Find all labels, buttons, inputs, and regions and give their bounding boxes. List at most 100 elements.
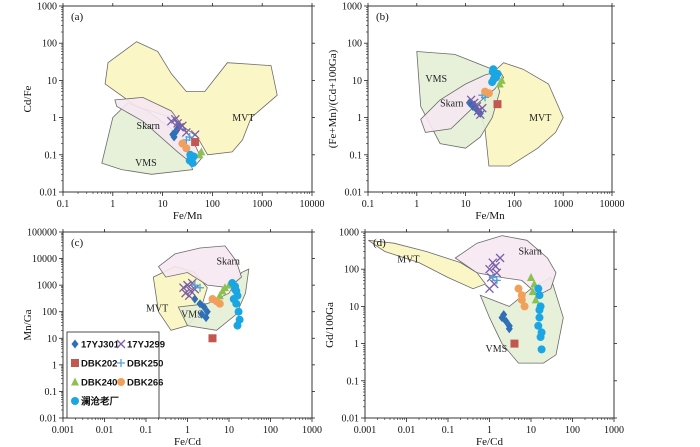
point-17YJ299 xyxy=(175,122,185,132)
point-DBK240 xyxy=(531,295,540,304)
point-17YJ301 xyxy=(170,132,178,142)
field-label-vms: VMS xyxy=(181,310,203,321)
point-DBK240 xyxy=(197,147,206,156)
y-tick-label: 1000 xyxy=(37,281,57,292)
point-DBK240 xyxy=(528,287,537,296)
field-skarn xyxy=(114,96,202,167)
legend-marker-DBK250 xyxy=(117,359,125,367)
point-DBK250 xyxy=(185,133,194,142)
point-澜沧老厂 xyxy=(536,333,545,342)
point-17YJ299 xyxy=(491,261,501,271)
points xyxy=(179,278,244,343)
panel-label: (b) xyxy=(376,11,389,23)
point-17YJ299 xyxy=(179,283,188,293)
point-DBK266 xyxy=(215,299,224,308)
panel-label: (c) xyxy=(71,237,84,249)
legend-label-DBK250: DBK250 xyxy=(127,359,163,370)
y-tick-label: 10 xyxy=(47,76,57,87)
field-label-mvt: MVT xyxy=(146,304,168,315)
legend-marker-17YJ301 xyxy=(71,339,79,349)
point-DBK240 xyxy=(527,272,535,281)
point-澜沧老厂 xyxy=(534,321,543,330)
y-axis-label: Mn/Ga xyxy=(22,309,34,340)
y-tick-label: 0.1 xyxy=(45,387,58,398)
point-DBK250 xyxy=(195,283,204,292)
field-label-mvt: MVT xyxy=(232,113,254,124)
y-tick-label: 1 xyxy=(354,339,359,350)
point-DBK250 xyxy=(190,281,199,290)
legend-box xyxy=(66,331,160,419)
point-17YJ299 xyxy=(485,284,494,294)
point-澜沧老厂 xyxy=(535,291,544,300)
y-tick-label: 100 xyxy=(344,265,359,276)
legend: 17YJ301 17YJ299 DBK202 DBK250 DBK240 DBK266 澜沧… xyxy=(66,331,165,419)
x-tick-label: 1000 xyxy=(553,199,573,210)
y-tick-label: 1000 xyxy=(339,228,359,239)
point-澜沧老厂 xyxy=(233,321,242,330)
x-tick-label: 100 xyxy=(205,199,220,210)
x-tick-label: 1 xyxy=(110,199,115,210)
x-tick-label: 1 xyxy=(487,425,492,436)
point-17YJ301 xyxy=(505,324,513,334)
plot-frame xyxy=(367,5,613,193)
point-17YJ301 xyxy=(202,313,210,323)
x-axis-label: Fe/Cd xyxy=(174,436,201,447)
point-澜沧老厂 xyxy=(534,284,543,293)
y-tick-label: 0.01 xyxy=(40,188,58,199)
legend-label-DBK240: DBK240 xyxy=(81,378,117,389)
x-tick-label: 0.001 xyxy=(354,425,377,436)
point-DBK266 xyxy=(182,144,191,153)
legend-label-17YJ301: 17YJ301 xyxy=(81,340,120,351)
x-tick-label: 1 xyxy=(185,425,190,436)
point-DBK240 xyxy=(215,291,224,300)
y-tick-label: 100 xyxy=(42,307,57,318)
point-17YJ299 xyxy=(475,110,485,120)
fields xyxy=(152,245,250,331)
field-label-vms: VMS xyxy=(425,74,447,85)
point-DBK250 xyxy=(492,276,501,285)
plot-frame xyxy=(62,5,313,193)
point-DBK240 xyxy=(220,283,229,292)
point-澜沧老厂 xyxy=(234,307,243,316)
point-17YJ299 xyxy=(181,127,191,137)
x-tick-label: 100 xyxy=(263,425,278,436)
point-DBK266 xyxy=(484,89,493,98)
x-tick-label: 10000 xyxy=(600,199,625,210)
y-tick-label: 1000 xyxy=(342,2,362,13)
legend-label-DBK266: DBK266 xyxy=(127,378,163,389)
point-DBK202 xyxy=(191,138,200,147)
point-17YJ299 xyxy=(177,121,187,131)
field-label-mvt: MVT xyxy=(529,113,551,124)
point-澜沧老厂 xyxy=(188,159,197,168)
field-mvt xyxy=(368,239,487,290)
field-label-vms: VMS xyxy=(135,158,157,169)
y-tick-label: 0.1 xyxy=(45,150,58,161)
point-17YJ299 xyxy=(469,98,479,108)
field-label-skarn: Skarn xyxy=(137,121,160,132)
legend-marker-17YJ299 xyxy=(116,339,126,349)
x-tick-label: 100 xyxy=(507,199,522,210)
y-tick-label: 10 xyxy=(47,334,57,345)
y-tick-label: 0.01 xyxy=(345,188,363,199)
y-axis-label: Cd/Fe xyxy=(22,85,34,112)
x-tick-label: 0.1 xyxy=(140,425,153,436)
x-tick-label: 1000 xyxy=(252,199,272,210)
x-tick-label: 0.001 xyxy=(52,425,75,436)
y-tick-label: 1000 xyxy=(37,2,57,13)
x-tick-label: 10 xyxy=(526,425,536,436)
point-DBK266 xyxy=(517,295,526,304)
point-澜沧老厂 xyxy=(535,313,544,322)
point-澜沧老厂 xyxy=(493,69,502,78)
y-tick-label: 100000 xyxy=(27,228,57,239)
y-tick-label: 0.1 xyxy=(350,150,363,161)
legend-label-澜沧老厂: 澜沧老厂 xyxy=(81,396,120,408)
y-tick-label: 0.1 xyxy=(347,376,360,387)
field-label-vms: VMS xyxy=(485,344,507,355)
point-DBK266 xyxy=(514,284,523,293)
y-axis-label: (Fe+Mn)/(Cd+100Ga) xyxy=(327,49,339,148)
x-tick-label: 10 xyxy=(224,425,234,436)
y-axis-label: Gd/100Ga xyxy=(324,302,336,348)
